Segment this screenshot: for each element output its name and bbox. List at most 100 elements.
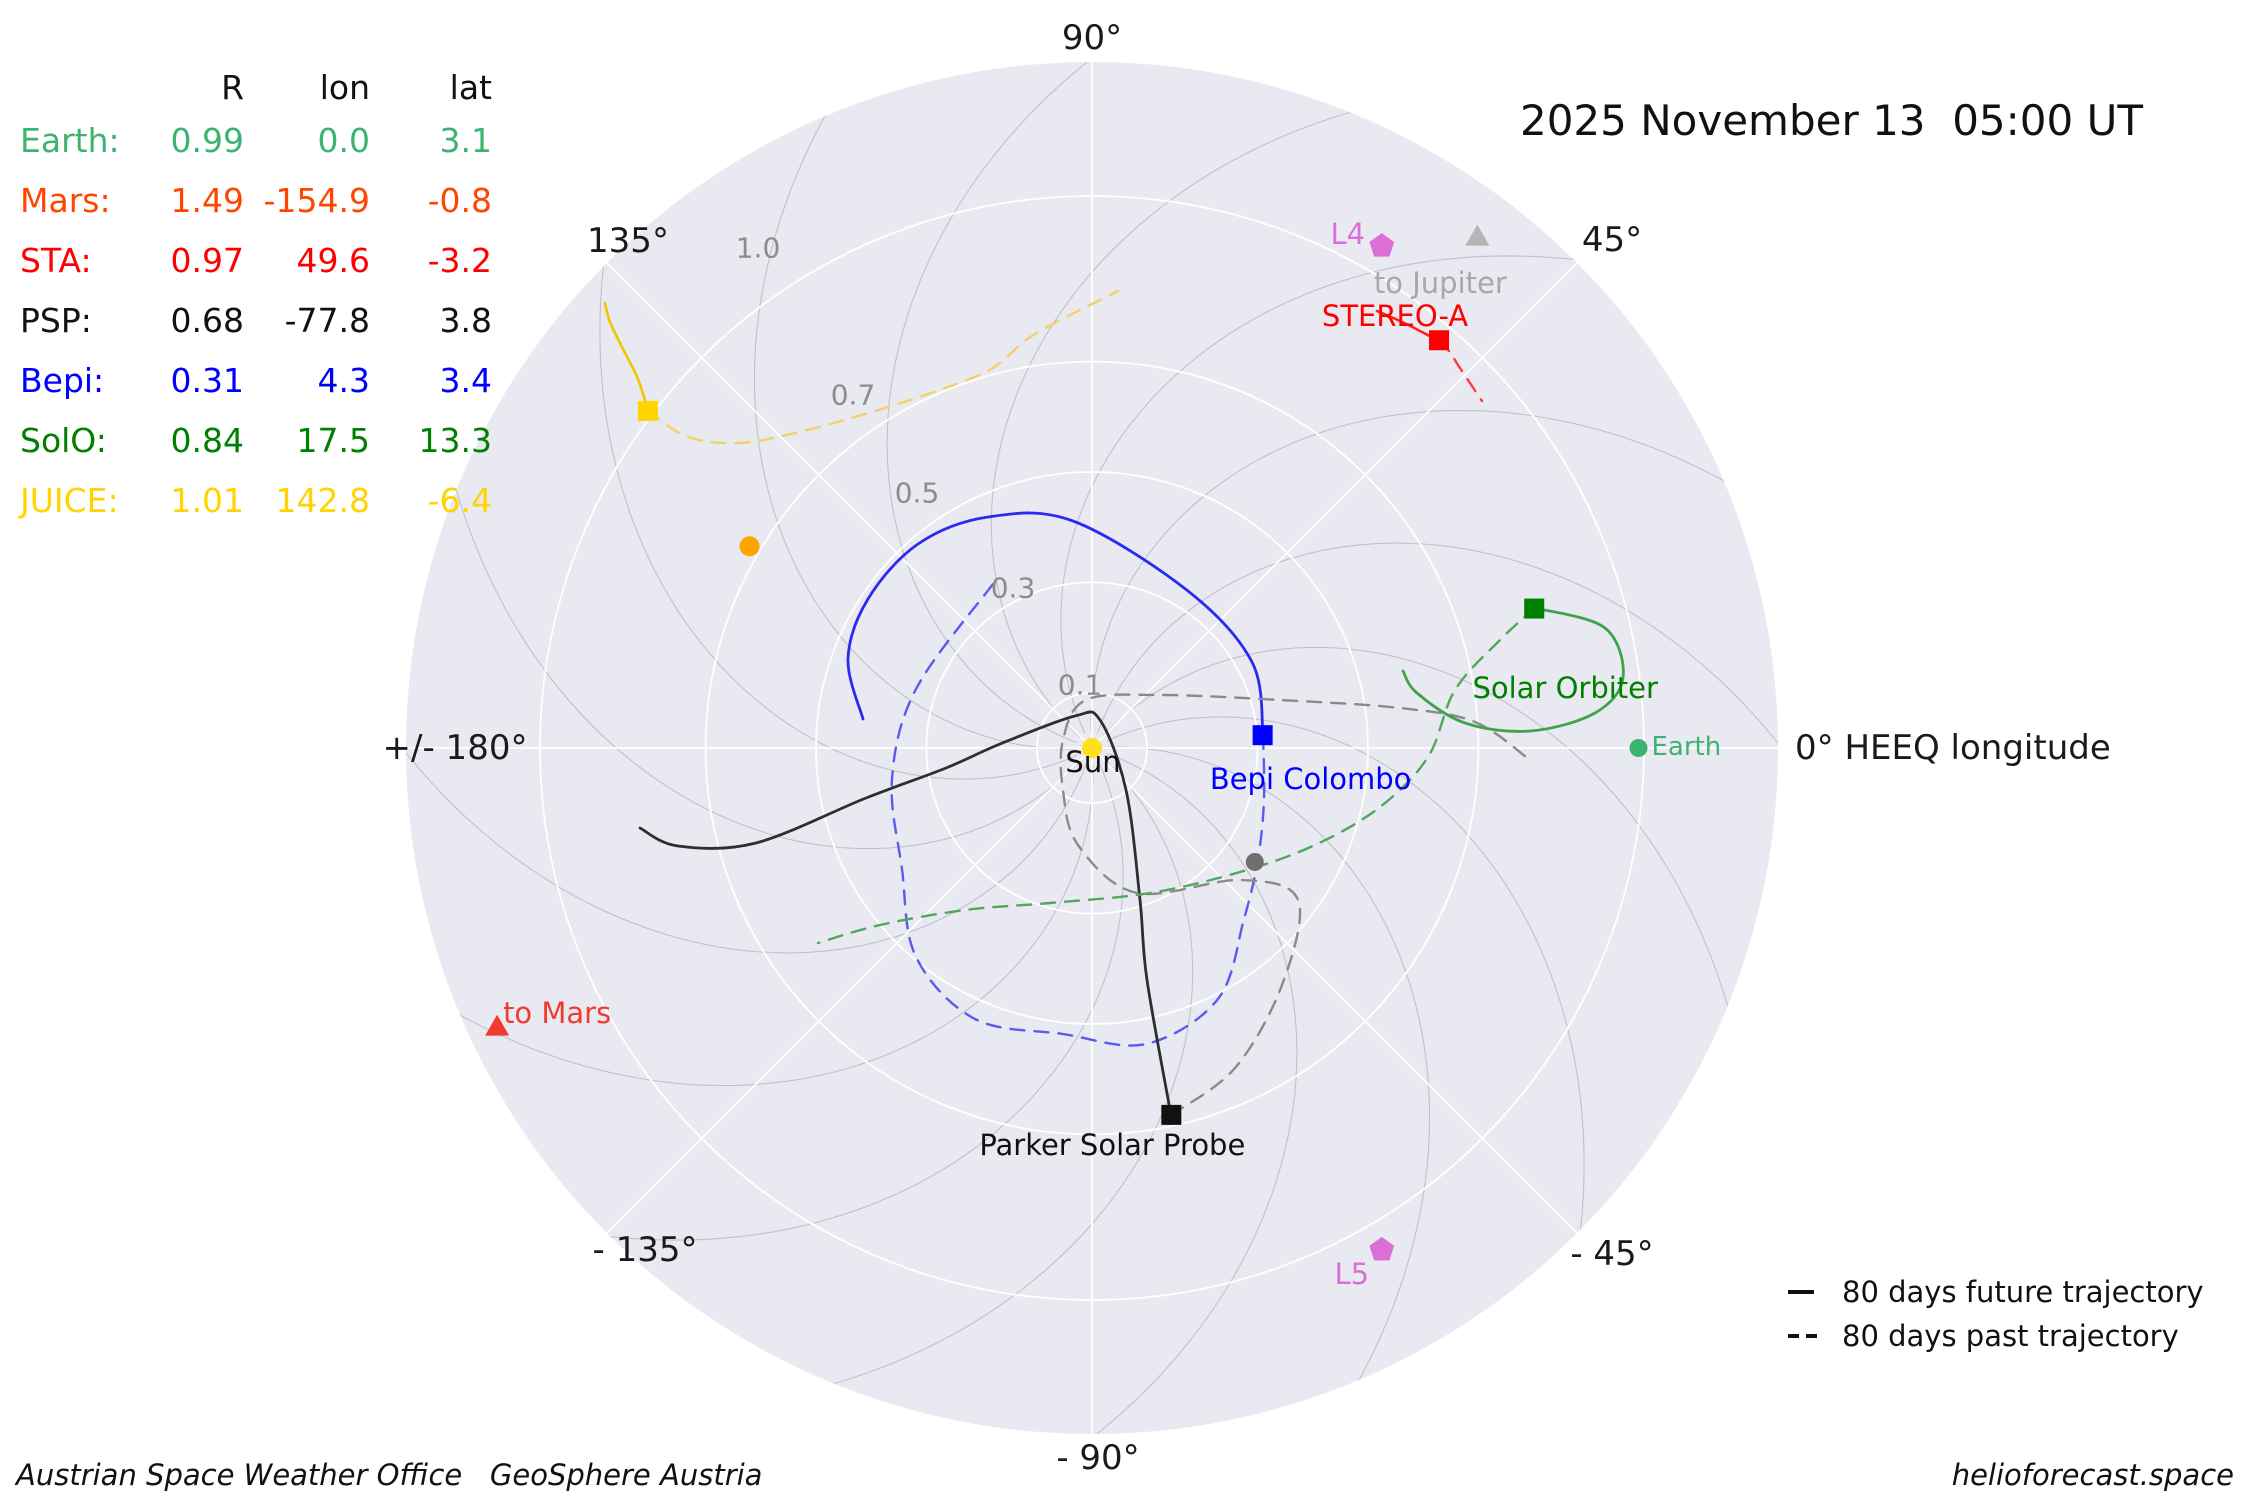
earth-label: Earth (1651, 732, 1722, 762)
solo-label: Solar Orbiter (1472, 670, 1658, 705)
trajectory-bepi-past (890, 582, 1266, 1047)
trajectory-legend: 80 days future trajectory 80 days past t… (1788, 1270, 2204, 1358)
timestamp-title: 2025 November 13 05:00 UT (1519, 96, 2143, 145)
radial-label: 0.7 (830, 378, 876, 412)
solid-line-icon (1788, 1290, 1826, 1294)
l4-label: L4 (1330, 217, 1366, 252)
angle-label: - 45° (1570, 1234, 1654, 1274)
footer-website: helioforecast.space (1951, 1458, 2234, 1492)
stereo-a-label: STEREO-A (1321, 299, 1469, 334)
angle-label: - 135° (592, 1230, 698, 1270)
parker-spiral (827, 758, 1194, 1387)
parker-spiral (1090, 409, 1730, 732)
table-cell-r: 0.31 (170, 360, 244, 400)
dashed-line-icon (1788, 1334, 1826, 1338)
legend-row-past: 80 days past trajectory (1788, 1314, 2204, 1358)
venus-marker (739, 536, 760, 557)
table-row-name: JUICE: (20, 480, 119, 520)
table-row-name: PSP: (20, 300, 92, 340)
table-header-lon: lon (319, 67, 370, 107)
angle-label: 135° (587, 221, 669, 261)
table-row-name: STA: (20, 240, 92, 280)
table-cell-lon: 0.0 (317, 120, 370, 160)
table-cell-r: 0.68 (170, 300, 244, 340)
angle-label: +/- 180° (382, 728, 528, 768)
angle-label: 0° HEEQ longitude (1795, 728, 2111, 768)
radial-label: 0.3 (990, 571, 1036, 605)
grid-spoke (606, 747, 1093, 1234)
stereo-a-marker (1429, 330, 1450, 351)
jupiter-direction-label: to Jupiter (1373, 265, 1507, 300)
angle-label: - 90° (1056, 1438, 1140, 1478)
table-row-name: SolO: (20, 420, 107, 460)
parker-spiral (1060, 255, 1580, 734)
parker-spiral (604, 762, 1124, 1241)
parker-spiral (453, 483, 1082, 850)
parker-spiral (1108, 746, 1431, 1386)
table-cell-r: 1.49 (170, 180, 244, 220)
legend-future-label: 80 days future trajectory (1842, 1275, 2204, 1309)
mars-direction-marker (485, 1014, 510, 1036)
parker-spiral (1096, 542, 1778, 749)
table-cell-r: 0.99 (170, 120, 244, 160)
table-cell-lon: 17.5 (296, 420, 370, 460)
trajectory-solo-future (1401, 606, 1625, 733)
parker-spiral (1106, 716, 1585, 1236)
legend-past-label: 80 days past trajectory (1842, 1319, 2179, 1353)
trajectory-juice-past (646, 289, 1120, 445)
psp-marker (1161, 1104, 1182, 1125)
trajectory-psp-past (1059, 693, 1532, 1117)
trajectory-juice-future (603, 301, 650, 413)
trajectory-bepi-future (846, 511, 1265, 737)
table-cell-lat: -0.8 (427, 180, 492, 220)
table-cell-lat: 3.4 (439, 360, 492, 400)
radial-label: 0.5 (894, 476, 940, 510)
earth-marker (1629, 739, 1648, 757)
mars-direction-label: to Mars (503, 995, 612, 1030)
parker-spiral (1091, 752, 1298, 1434)
table-cell-lat: -3.2 (427, 240, 492, 280)
bepi-marker (1252, 725, 1273, 746)
grid-spoke (1091, 747, 1578, 1234)
parker-spiral (454, 764, 1094, 1087)
psp-label: Parker Solar Probe (979, 1127, 1246, 1162)
l5-marker (1369, 1236, 1395, 1261)
jupiter-direction-marker (1465, 224, 1490, 246)
table-cell-lon: 142.8 (275, 480, 370, 520)
grid-spoke (606, 262, 1093, 749)
parker-spiral (1102, 646, 1731, 1013)
table-row-name: Bepi: (20, 360, 105, 400)
parker-spiral (753, 110, 1076, 750)
sun-marker (1082, 738, 1102, 758)
solo-marker (1524, 598, 1545, 619)
l5-label: L5 (1334, 1256, 1370, 1291)
mercury-marker (1245, 852, 1264, 871)
table-row-name: Mars: (20, 180, 111, 220)
table-cell-lat: 13.3 (418, 420, 492, 460)
radial-label: 1.0 (735, 231, 781, 265)
table-cell-lat: 3.8 (439, 300, 492, 340)
table-header-lat: lat (449, 67, 492, 107)
parker-spiral (886, 62, 1093, 744)
radial-label: 0.1 (1057, 668, 1103, 702)
l4-marker (1369, 233, 1395, 257)
table-header-R: R (221, 67, 244, 107)
angle-label: 45° (1581, 220, 1643, 260)
parker-spiral (406, 747, 1088, 954)
table-cell-lat: -6.4 (427, 480, 492, 520)
legend-row-future: 80 days future trajectory (1788, 1270, 2204, 1314)
table-cell-r: 0.97 (170, 240, 244, 280)
table-cell-lat: 3.1 (439, 120, 492, 160)
table-cell-lon: -154.9 (263, 180, 370, 220)
parker-spirals (406, 62, 1778, 1434)
body-markers (485, 224, 1648, 1261)
grid-spoke (1091, 262, 1578, 749)
table-cell-lon: -77.8 (284, 300, 370, 340)
table-corner (20, 64, 132, 110)
footer-organisation: Austrian Space Weather Office GeoSphere … (16, 1458, 763, 1492)
table-cell-r: 1.01 (170, 480, 244, 520)
table-cell-r: 0.84 (170, 420, 244, 460)
